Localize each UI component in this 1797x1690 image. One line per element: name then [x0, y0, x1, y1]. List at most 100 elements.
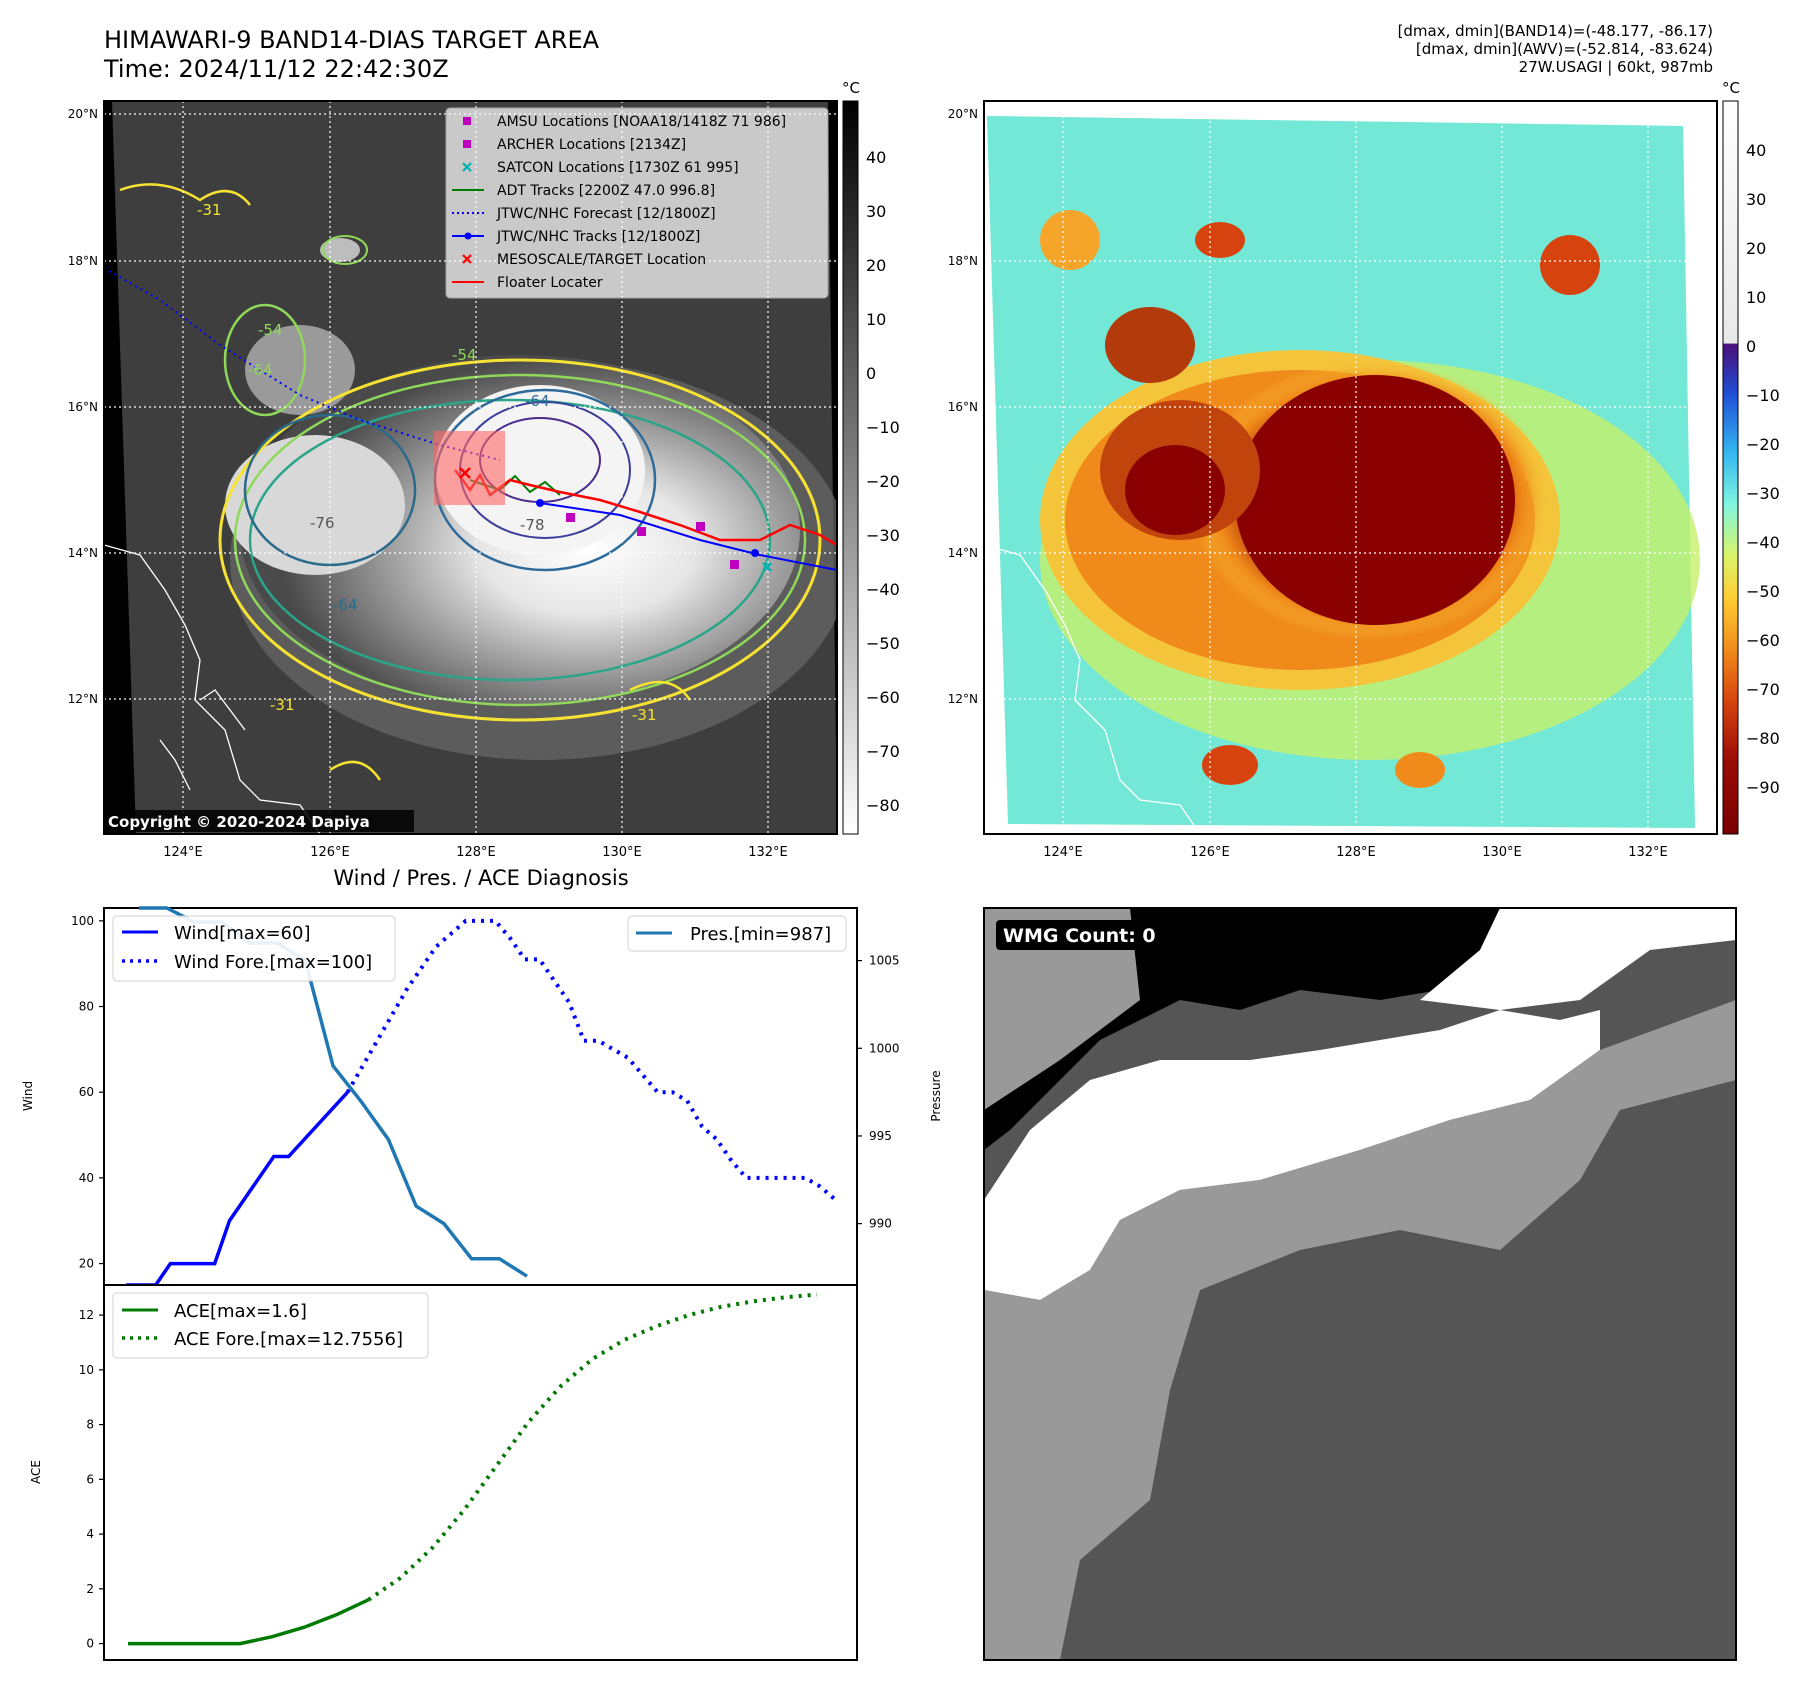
stats-block: [dmax, dmin](BAND14)=(-48.177, -86.17) […	[1398, 22, 1713, 76]
colorbar-tick: 10	[866, 310, 886, 329]
lat-label: 16°N	[68, 400, 98, 414]
pres-legend-box	[627, 915, 847, 952]
ace-ytick-label: 0	[86, 1637, 94, 1651]
contour-label: -78	[520, 516, 545, 534]
series-line-0	[126, 1091, 349, 1287]
ace-panel: 0 2 4 6 8 10 12 ACE ACE[max=1.6] ACE Fore.[max…	[29, 1284, 858, 1661]
stats-awv: [dmax, dmin](AWV)=(-52.814, -83.624)	[1415, 40, 1713, 58]
ace-series-line-1	[367, 1292, 818, 1602]
colorbar-tick: −70	[866, 742, 900, 761]
lat-label: 20°N	[948, 107, 978, 121]
wind-ytick-label: 20	[79, 1257, 94, 1271]
pressure-ytick-label: 1005	[869, 954, 900, 968]
wmg-count-box	[996, 920, 1176, 950]
lon-label: 132°E	[748, 845, 788, 860]
ace-ytick-label: 6	[86, 1472, 94, 1486]
lon-label: 128°E	[1336, 845, 1376, 860]
amsu-marker	[730, 560, 739, 569]
legend-label: ARCHER Locations [2134Z]	[497, 137, 686, 153]
figure-title-block: HIMAWARI-9 BAND14-DIAS TARGET AREA Time:…	[104, 26, 599, 84]
ace-ytick-label: 12	[79, 1308, 94, 1322]
contour-label: -31	[197, 201, 222, 219]
legend-label: MESOSCALE/TARGET Location	[497, 252, 706, 268]
pressure-ytick-label: 1000	[869, 1041, 900, 1055]
contour-labels: -31 -54 -64 -64 -76 -64 -31 -31 -54 -78	[197, 201, 657, 724]
ace-ytick-label: 2	[86, 1582, 94, 1596]
legend-marker-tracks-dot	[464, 232, 472, 240]
awv-colorbar-unit: °C	[1722, 79, 1740, 97]
storm-info: 27W.USAGI | 60kt, 987mb	[1518, 58, 1713, 76]
colorbar-tick: 30	[866, 202, 886, 221]
lat-label: 18°N	[948, 254, 978, 268]
figure-title: HIMAWARI-9 BAND14-DIAS TARGET AREA	[104, 26, 600, 54]
colorbar-tick: −20	[1746, 435, 1780, 454]
colorbar-tick: −80	[866, 796, 900, 815]
colorbar-tick: 20	[1746, 239, 1766, 258]
awv-lon-labels: 124°E 126°E 128°E 130°E 132°E	[1043, 845, 1668, 860]
target-location-marker	[459, 467, 471, 479]
ace-ytick-label: 4	[86, 1527, 94, 1541]
contour-label: -31	[270, 696, 295, 714]
awv-imagery	[984, 101, 1717, 834]
wind-ytick-label: 100	[71, 914, 94, 928]
colorbar-tick: 40	[866, 148, 886, 167]
ir-colorbar-ticks: 40 30 20 10 0 −10 −20 −30 −40 −50 −60 −7…	[866, 148, 900, 815]
colorbar-tick: −30	[1746, 484, 1780, 503]
ir-lon-labels: 124°E 126°E 128°E 130°E 132°E	[163, 845, 788, 860]
awv-frame	[983, 100, 1718, 835]
wind-ytick-label: 60	[79, 1085, 94, 1099]
colorbar-tick: 40	[1746, 141, 1766, 160]
colorbar-tick: −50	[1746, 582, 1780, 601]
contour-label: -54	[258, 321, 283, 339]
colorbar-tick: −70	[1746, 680, 1780, 699]
legend-label: Floater Locater	[497, 275, 603, 291]
lon-label: 124°E	[163, 845, 203, 860]
colorbar-tick: −10	[1746, 386, 1780, 405]
awv-panel: °C 40 30 20 10 0 −10 −20 −30 −40 −50 −60…	[948, 79, 1780, 860]
wind-ytick-label: 40	[79, 1171, 94, 1185]
ace-chart-marks: 0 2 4 6 8 10 12	[79, 1292, 818, 1651]
awv-colorbar-ticks: 40 30 20 10 0 −10 −20 −30 −40 −50 −60 −7…	[1746, 141, 1780, 797]
pressure-ytick-label: 995	[869, 1129, 892, 1143]
pressure-ylabel: Pressure	[929, 1070, 943, 1121]
ir-lat-labels: 20°N 18°N 16°N 14°N 12°N	[68, 107, 98, 706]
ir-frame	[103, 100, 838, 835]
legend-marker-amsu	[463, 117, 471, 125]
colorbar-tick: −20	[866, 472, 900, 491]
contour-label: -76	[310, 514, 335, 532]
ace-series-line-0	[128, 1598, 370, 1646]
lon-label: 132°E	[1628, 845, 1668, 860]
legend-box	[445, 107, 829, 299]
colorbar-tick: 10	[1746, 288, 1766, 307]
colorbar-tick: −40	[866, 580, 900, 599]
lon-label: 124°E	[1043, 845, 1083, 860]
colorbar-tick: −10	[866, 418, 900, 437]
colorbar-tick: −90	[1746, 778, 1780, 797]
contour-label: -54	[452, 346, 477, 364]
wind-legend-box	[112, 915, 396, 982]
legend-label: ACE[max=1.6]	[174, 1301, 307, 1322]
ace-legend-box	[112, 1292, 429, 1359]
wmg-gray-region	[984, 1000, 1736, 1660]
copyright-text: Copyright © 2020-2024 Dapiya	[108, 813, 370, 831]
ace-ylabel: ACE	[29, 1460, 43, 1484]
lon-label: 126°E	[1190, 845, 1230, 860]
lon-label: 130°E	[1482, 845, 1522, 860]
legend-label: Wind Fore.[max=100]	[174, 952, 372, 973]
contour-label: -64	[248, 361, 273, 379]
legend-marker-target	[462, 254, 472, 264]
wmg-count-label: WMG Count: 0	[1003, 925, 1156, 947]
wmg-white-band	[984, 1010, 1600, 1300]
colorbar-tick: −50	[866, 634, 900, 653]
figure-time: Time: 2024/11/12 22:42:30Z	[104, 55, 449, 83]
ace-ytick-label: 8	[86, 1418, 94, 1432]
legend-label: AMSU Locations [NOAA18/1418Z 71 986]	[497, 114, 786, 130]
lat-label: 18°N	[68, 254, 98, 268]
awv-gridlines	[984, 101, 1717, 834]
legend-label: ADT Tracks [2200Z 47.0 996.8]	[497, 183, 715, 199]
colorbar-tick: −60	[866, 688, 900, 707]
jtwc-track-point	[536, 499, 544, 507]
ir-colorbar	[842, 100, 859, 835]
ace-ytick-label: 10	[79, 1363, 94, 1377]
wmg-white-region	[1420, 908, 1736, 1010]
